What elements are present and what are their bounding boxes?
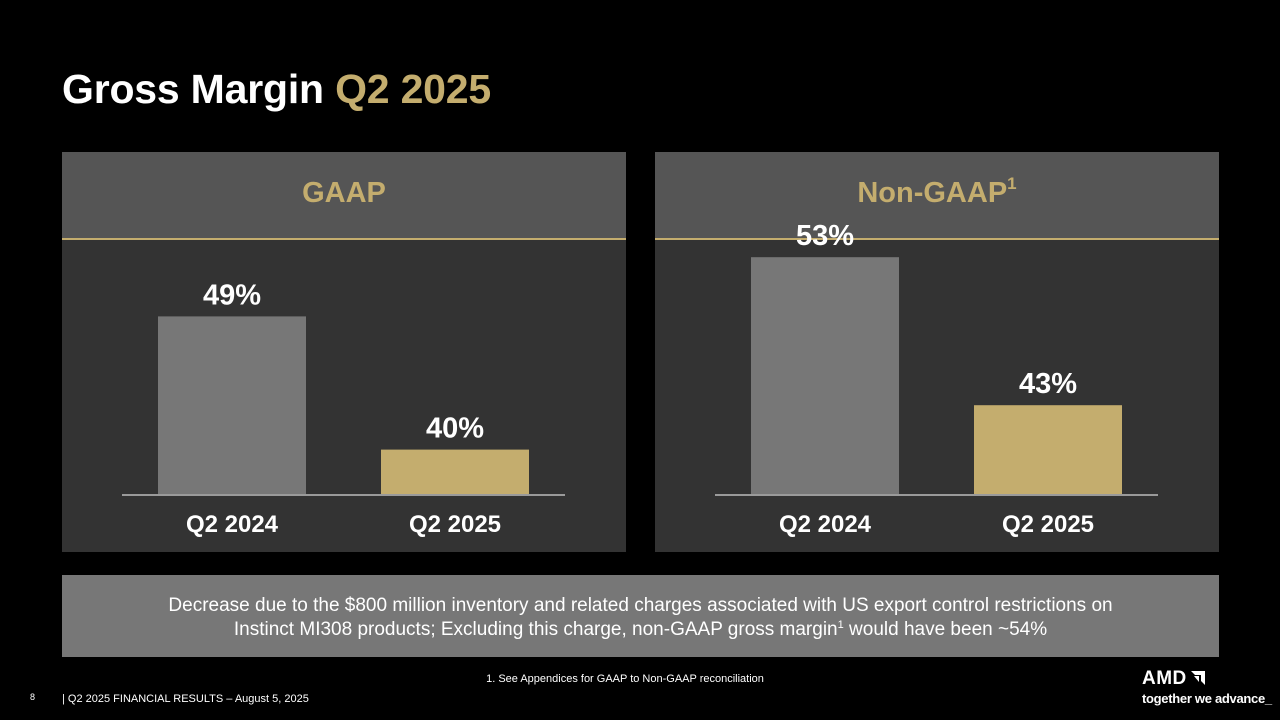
logo-tagline: together we advance_ — [1142, 691, 1272, 706]
commentary-box: Decrease due to the $800 million invento… — [62, 575, 1219, 657]
logo-wordmark: AMD — [1142, 668, 1187, 689]
title-main: Gross Margin — [62, 66, 324, 112]
bar-q2-2025 — [381, 449, 529, 494]
footnote: 1. See Appendices for GAAP to Non-GAAP r… — [486, 673, 764, 685]
non-gaap-bar-chart: 53% Q2 2024 43% Q2 2025 — [715, 220, 1158, 538]
commentary-line-2-end: would have been ~54% — [843, 619, 1048, 640]
data-label: 49% — [203, 279, 261, 311]
non-gaap-panel-header: Non-GAAP1 — [655, 152, 1219, 240]
gaap-bar-chart: 49% Q2 2024 40% Q2 2025 — [122, 279, 565, 538]
data-label: 40% — [426, 413, 484, 445]
title-accent: Q2 2025 — [335, 66, 491, 112]
page-number: 8 — [30, 692, 36, 702]
commentary-footnote-ref: 1 — [837, 619, 844, 631]
commentary-line-2-text: Instinct MI308 products; Excluding this … — [233, 619, 838, 640]
chart-title: GAAP — [302, 177, 386, 209]
non-gaap-panel: Non-GAAP1 53% Q2 2024 43% Q2 2025 — [655, 152, 1219, 552]
commentary-line-2: Instinct MI308 products; Excluding this … — [62, 618, 1219, 642]
category-label: Q2 2024 — [186, 511, 279, 538]
category-label: Q2 2024 — [779, 511, 872, 538]
category-label: Q2 2025 — [409, 511, 501, 538]
gaap-panel-header: GAAP — [62, 152, 626, 240]
commentary-line-1: Decrease due to the $800 million invento… — [168, 595, 1113, 616]
bar-q2-2025 — [974, 405, 1122, 494]
data-label: 43% — [1019, 368, 1077, 400]
chart-title: Non-GAAP — [857, 177, 1008, 209]
bar-q2-2024 — [158, 316, 306, 494]
amd-arrow-icon — [1190, 671, 1205, 685]
page-title: Gross Margin Q2 2025 — [62, 66, 491, 113]
category-label: Q2 2025 — [1002, 511, 1094, 538]
footer-text: | Q2 2025 FINANCIAL RESULTS – August 5, … — [62, 693, 309, 705]
gaap-panel: GAAP 49% Q2 2024 40% Q2 2025 — [62, 152, 626, 552]
chart-title-sup: 1 — [1007, 174, 1017, 193]
bar-q2-2024 — [751, 257, 899, 494]
data-label: 53% — [796, 220, 854, 252]
amd-logo: AMD together we advance_ — [1142, 668, 1272, 706]
